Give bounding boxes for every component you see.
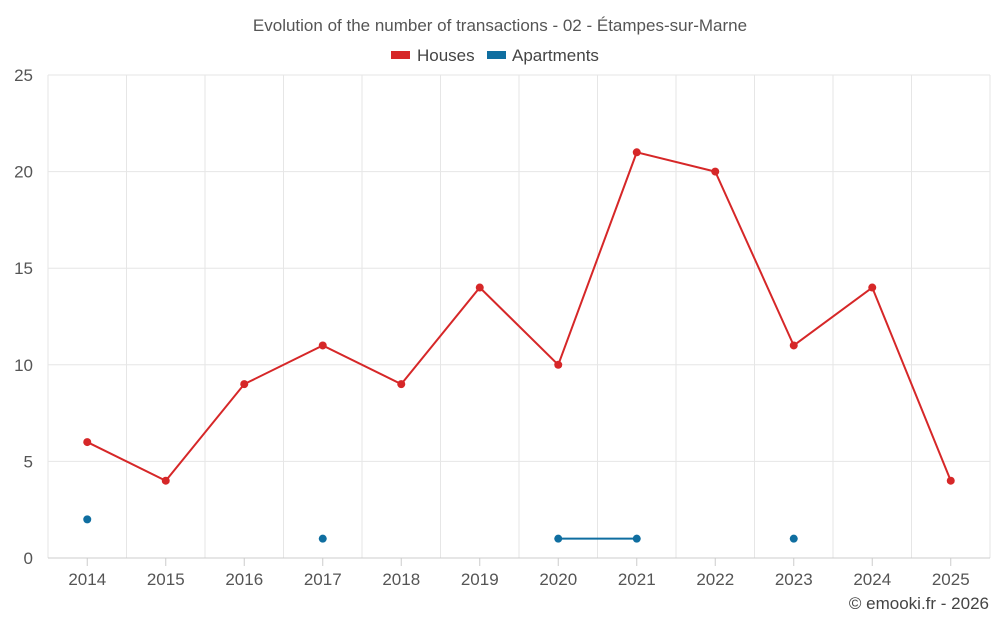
y-tick-label: 20 [14, 163, 33, 182]
data-point-houses[interactable] [83, 438, 92, 447]
series [83, 148, 955, 543]
data-point-houses[interactable] [240, 380, 249, 389]
data-point-houses[interactable] [161, 476, 170, 485]
x-tick-label: 2019 [461, 570, 499, 589]
chart-title: Evolution of the number of transactions … [253, 16, 747, 35]
y-axis-ticks: 0 5 10 15 20 25 [14, 66, 33, 568]
series-houses [83, 148, 955, 485]
x-tick-label: 2015 [147, 570, 185, 589]
x-tick-label: 2023 [775, 570, 813, 589]
x-tick-label: 2017 [304, 570, 342, 589]
x-tick-label: 2020 [539, 570, 577, 589]
data-point-apartments[interactable] [632, 534, 641, 543]
y-tick-label: 0 [24, 549, 33, 568]
data-point-houses[interactable] [554, 360, 563, 369]
x-tick-label: 2016 [225, 570, 263, 589]
legend-label-apartments: Apartments [512, 46, 599, 65]
y-tick-label: 5 [24, 452, 33, 471]
x-tick-label: 2025 [932, 570, 970, 589]
y-tick-label: 25 [14, 66, 33, 85]
grid [47, 74, 991, 559]
data-point-houses[interactable] [397, 380, 406, 389]
x-tick-label: 2014 [68, 570, 106, 589]
data-point-houses[interactable] [711, 167, 720, 176]
y-tick-label: 15 [14, 259, 33, 278]
data-point-houses[interactable] [868, 283, 877, 292]
x-tick-label: 2021 [618, 570, 656, 589]
data-point-houses[interactable] [632, 148, 641, 157]
x-axis-ticks: 2014 2015 2016 2017 2018 2019 2020 2021 2022 2023… [68, 558, 970, 589]
data-point-apartments[interactable] [554, 534, 563, 543]
legend-swatch-apartments [487, 51, 506, 59]
data-point-houses[interactable] [946, 476, 955, 485]
series-apartments [83, 515, 798, 543]
legend-label-houses: Houses [417, 46, 475, 65]
legend: Houses Apartments [391, 46, 599, 65]
data-point-apartments[interactable] [83, 515, 92, 524]
data-point-apartments[interactable] [318, 534, 327, 543]
legend-swatch-houses [391, 51, 410, 59]
series-line-houses [86, 151, 952, 482]
data-point-houses[interactable] [789, 341, 798, 350]
data-point-apartments[interactable] [789, 534, 798, 543]
credit: © emooki.fr - 2026 [849, 594, 989, 613]
x-tick-label: 2024 [853, 570, 891, 589]
x-tick-label: 2018 [382, 570, 420, 589]
data-point-houses[interactable] [318, 341, 327, 350]
x-tick-label: 2022 [696, 570, 734, 589]
y-tick-label: 10 [14, 356, 33, 375]
data-point-houses[interactable] [475, 283, 484, 292]
